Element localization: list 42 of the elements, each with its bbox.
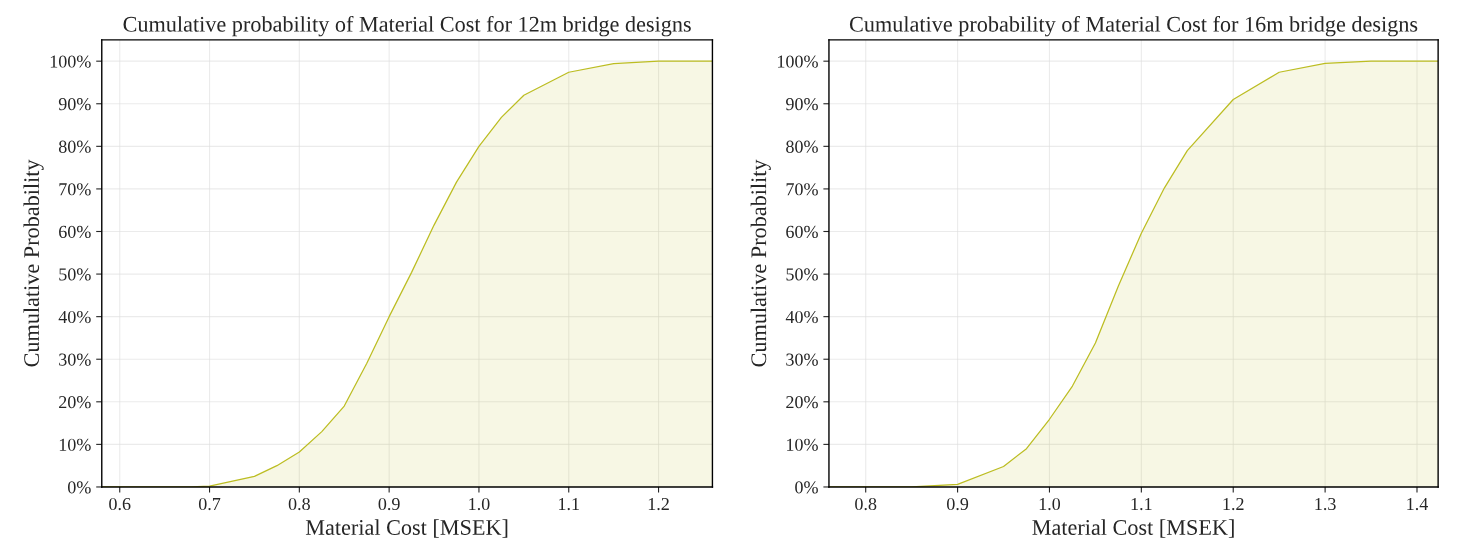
y-tick-label: 90% (786, 98, 818, 111)
x-tick-label: 1.0 (1039, 497, 1061, 511)
y-tick-label: 0% (67, 481, 91, 494)
x-tick-label: 1.1 (559, 497, 579, 511)
y-tick-label: 20% (59, 396, 91, 409)
chart-title: Cumulative probability of Material Cost for 16m bridge designs (849, 15, 1418, 37)
x-tick-label: 1.2 (648, 497, 669, 511)
x-tick-label: 1.2 (1223, 497, 1244, 511)
x-tick-label: 0.8 (288, 497, 310, 511)
y-tick-label: 30% (786, 353, 818, 366)
chart-title: Cumulative probability of Material Cost for 12m bridge designs (123, 15, 691, 37)
y-tick-label: 90% (58, 98, 91, 111)
y-tick-label: 60% (59, 225, 91, 238)
y-tick-label: 80% (786, 140, 818, 153)
y-tick-label: 30% (59, 353, 91, 366)
y-tick-label: 100% (50, 55, 91, 68)
y-tick-label: 20% (786, 396, 818, 409)
y-tick-label: 40% (785, 310, 818, 324)
y-tick-label: 50% (786, 268, 818, 281)
x-tick-label: 0.9 (378, 497, 400, 511)
x-tick-label: 1.0 (469, 497, 490, 511)
y-tick-label: 80% (58, 140, 91, 153)
x-tick-label: 1.1 (1131, 497, 1152, 511)
y-tick-label: 10% (787, 438, 818, 451)
x-tick-label: 0.8 (855, 497, 877, 511)
x-tick-label: 0.7 (198, 497, 221, 511)
x-tick-label: 1.3 (1315, 497, 1336, 511)
y-tick-label: 60% (786, 225, 818, 238)
x-axis-title: Material Cost [MSEK] (305, 519, 508, 538)
x-axis-title: Material Cost [MSEK] (1032, 519, 1234, 538)
y-tick-label: 40% (58, 310, 91, 324)
y-tick-label: 50% (59, 268, 91, 281)
y-tick-label: 100% (778, 55, 818, 68)
y-tick-label: 70% (59, 183, 91, 196)
x-tick-label: 0.9 (946, 497, 969, 511)
y-tick-label: 0% (795, 481, 818, 494)
y-tick-label: 10% (59, 438, 91, 451)
y-axis-title: Cumulative Probability (23, 159, 44, 367)
x-tick-label: 1.4 (1407, 497, 1428, 511)
x-tick-label: 0.6 (109, 497, 131, 511)
y-axis-title: Cumulative Probability (750, 159, 771, 367)
y-tick-label: 70% (786, 183, 818, 196)
